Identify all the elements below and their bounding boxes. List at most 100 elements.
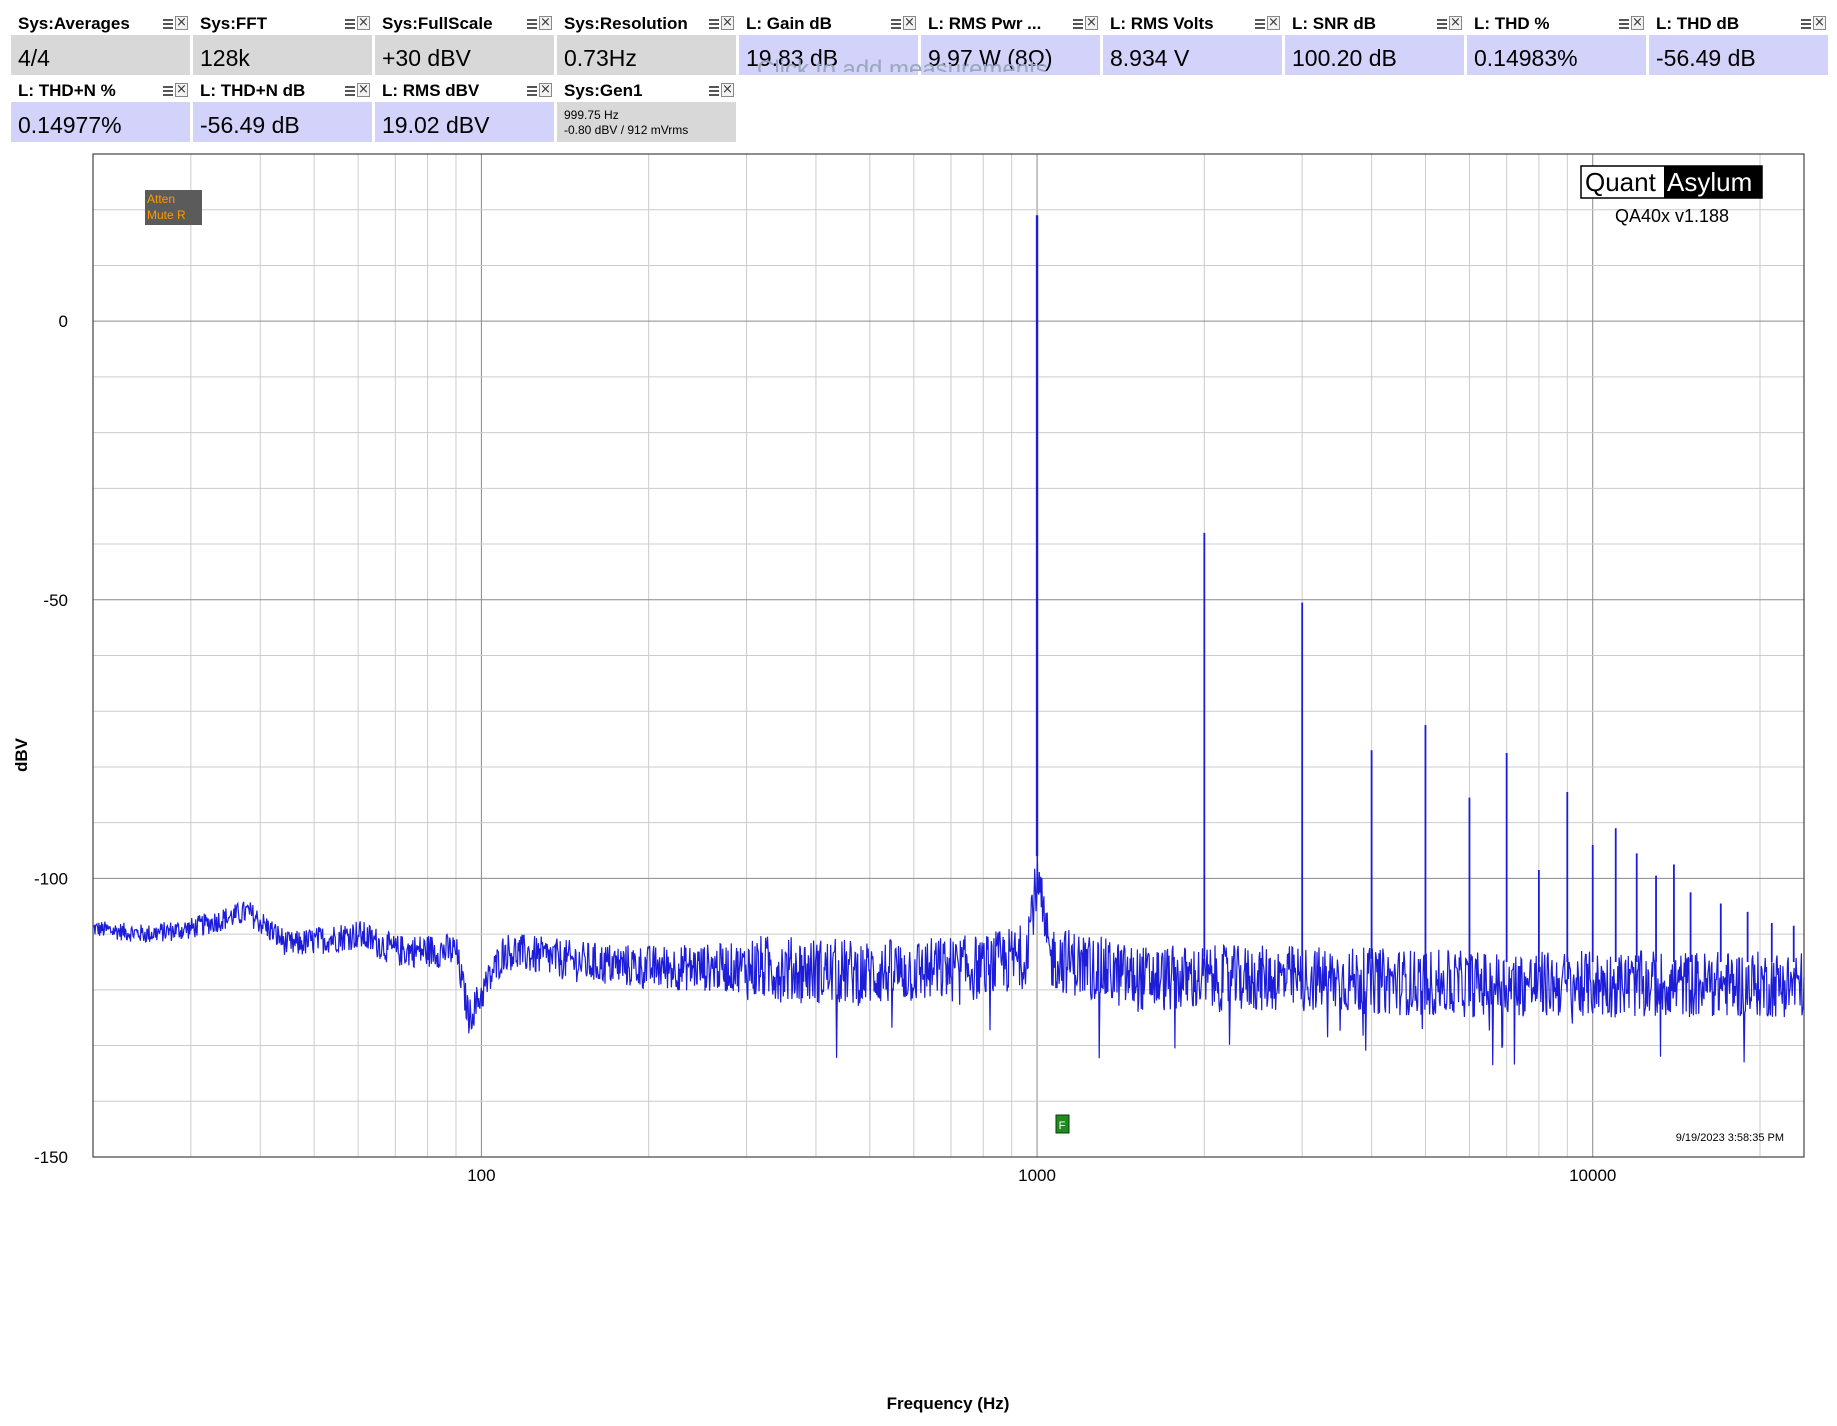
- menu-icon[interactable]: [890, 16, 902, 30]
- tile-title: L: SNR dB: [1292, 14, 1377, 33]
- close-icon[interactable]: ×: [357, 82, 370, 97]
- close-icon[interactable]: ×: [1631, 15, 1644, 30]
- tile-body: 100.20 dB: [1285, 35, 1464, 75]
- tile-controls: ×: [1800, 16, 1826, 30]
- axis-ticks: 0 -50 -100 -150 100 1000 10000: [34, 312, 1616, 1185]
- close-icon[interactable]: ×: [1085, 15, 1098, 30]
- menu-icon[interactable]: [526, 83, 538, 97]
- tile-controls: ×: [708, 16, 734, 30]
- close-icon[interactable]: ×: [357, 15, 370, 30]
- measurement-tile-l-rms-pwr[interactable]: L: RMS Pwr ... × 9.97 W (8Ω): [921, 11, 1100, 75]
- fundamental-marker[interactable]: F: [1055, 1114, 1070, 1134]
- tile-body: 999.75 Hz -0.80 dBV / 912 mVrms: [557, 102, 736, 142]
- menu-icon[interactable]: [1254, 16, 1266, 30]
- measurement-tile-sys-averages[interactable]: Sys:Averages × 4/4: [11, 11, 190, 75]
- measurement-tile-l-thd-n[interactable]: L: THD+N % × 0.14977%: [11, 78, 190, 142]
- tile-body: 9.97 W (8Ω): [921, 35, 1100, 75]
- close-icon[interactable]: ×: [175, 82, 188, 97]
- tile-header: Sys:Resolution ×: [557, 11, 736, 35]
- tile-body: 0.14977%: [11, 102, 190, 142]
- tile-value: -56.49 dB: [1656, 45, 1756, 71]
- menu-icon[interactable]: [162, 83, 174, 97]
- tile-value: 19.83 dB: [746, 45, 839, 71]
- menu-icon[interactable]: [1072, 16, 1084, 30]
- tile-controls: ×: [1618, 16, 1644, 30]
- menu-icon[interactable]: [708, 16, 720, 30]
- tile-title: L: THD+N dB: [200, 81, 306, 100]
- atten-label: Atten: [147, 192, 175, 206]
- measurement-tile-l-thd[interactable]: L: THD % × 0.14983%: [1467, 11, 1646, 75]
- menu-icon[interactable]: [1800, 16, 1812, 30]
- close-icon[interactable]: ×: [1813, 15, 1826, 30]
- x-tick-label: 100: [467, 1166, 495, 1185]
- tile-header: Sys:FFT ×: [193, 11, 372, 35]
- tile-header: L: THD+N dB ×: [193, 78, 372, 102]
- tile-body: 19.83 dB: [739, 35, 918, 75]
- measurement-tile-sys-fullscale[interactable]: Sys:FullScale × +30 dBV: [375, 11, 554, 75]
- tile-body: 19.02 dBV: [375, 102, 554, 142]
- close-icon[interactable]: ×: [721, 15, 734, 30]
- close-icon[interactable]: ×: [1449, 15, 1462, 30]
- close-icon[interactable]: ×: [539, 15, 552, 30]
- marker-label: F: [1059, 1120, 1066, 1132]
- menu-icon[interactable]: [526, 16, 538, 30]
- measurement-tile-sys-gen1[interactable]: Sys:Gen1 × 999.75 Hz -0.80 dBV / 912 mVrms: [557, 78, 736, 142]
- menu-icon[interactable]: [344, 16, 356, 30]
- tile-header: Sys:Gen1 ×: [557, 78, 736, 102]
- tile-body: +30 dBV: [375, 35, 554, 75]
- harmonic-peaks: [1035, 215, 1795, 962]
- tile-controls: ×: [162, 16, 188, 30]
- generator-level: -0.80 dBV / 912 mVrms: [564, 123, 689, 137]
- tile-title: L: THD+N %: [18, 81, 116, 100]
- tile-title: Sys:Resolution: [564, 14, 688, 33]
- menu-icon[interactable]: [708, 83, 720, 97]
- brand-logo: Quant Asylum: [1580, 165, 1763, 199]
- measurement-tile-sys-fft[interactable]: Sys:FFT × 128k: [193, 11, 372, 75]
- tile-header: Sys:FullScale ×: [375, 11, 554, 35]
- close-icon[interactable]: ×: [175, 15, 188, 30]
- close-icon[interactable]: ×: [903, 15, 916, 30]
- tile-controls: ×: [708, 83, 734, 97]
- tile-value: 128k: [200, 45, 250, 71]
- measurement-tile-l-thd-db[interactable]: L: THD dB × -56.49 dB: [1649, 11, 1828, 75]
- menu-icon[interactable]: [1436, 16, 1448, 30]
- y-tick-label: 0: [59, 312, 68, 331]
- measurement-tile-l-thd-n-db[interactable]: L: THD+N dB × -56.49 dB: [193, 78, 372, 142]
- menu-icon[interactable]: [344, 83, 356, 97]
- x-axis-label: Frequency (Hz): [887, 1394, 1010, 1413]
- menu-icon[interactable]: [1618, 16, 1630, 30]
- tile-header: L: THD dB ×: [1649, 11, 1828, 35]
- tile-value: 19.02 dBV: [382, 112, 490, 138]
- tile-value: 8.934 V: [1110, 45, 1190, 71]
- brand-asylum: Asylum: [1667, 167, 1752, 197]
- y-tick-label: -50: [43, 591, 68, 610]
- grid: [92, 153, 1804, 1158]
- tile-body: 8.934 V: [1103, 35, 1282, 75]
- tile-header: L: SNR dB ×: [1285, 11, 1464, 35]
- menu-icon[interactable]: [162, 16, 174, 30]
- measurement-tile-l-rms-dbv[interactable]: L: RMS dBV × 19.02 dBV: [375, 78, 554, 142]
- fft-plot-area: 0 -50 -100 -150 100 1000 10000 dBV Frequency (…: [0, 145, 1837, 1421]
- tile-body: 4/4: [11, 35, 190, 75]
- tile-title: L: RMS dBV: [382, 81, 480, 100]
- tile-title: L: RMS Volts: [1110, 14, 1214, 33]
- brand-quant: Quant: [1585, 167, 1657, 197]
- tile-header: Sys:Averages ×: [11, 11, 190, 35]
- y-tick-label: -100: [34, 869, 68, 888]
- close-icon[interactable]: ×: [721, 82, 734, 97]
- tile-controls: ×: [162, 83, 188, 97]
- close-icon[interactable]: ×: [1267, 15, 1280, 30]
- tile-controls: ×: [526, 83, 552, 97]
- add-measurements-link[interactable]: Click to add measurements: [757, 58, 1048, 72]
- measurement-tile-l-rms-volts[interactable]: L: RMS Volts × 8.934 V: [1103, 11, 1282, 75]
- measurement-tile-sys-resolution[interactable]: Sys:Resolution × 0.73Hz: [557, 11, 736, 75]
- measurement-tile-l-gain-db[interactable]: L: Gain dB × 19.83 dB: [739, 11, 918, 75]
- timestamp: 9/19/2023 3:58:35 PM: [1676, 1132, 1784, 1144]
- mute-label: Mute R: [147, 208, 186, 222]
- y-axis-label: dBV: [12, 737, 31, 772]
- atten-status-box: Atten Mute R: [145, 190, 202, 225]
- close-icon[interactable]: ×: [539, 82, 552, 97]
- tile-controls: ×: [344, 83, 370, 97]
- noise-floor-trace: [92, 848, 1805, 1066]
- measurement-tile-l-snr-db[interactable]: L: SNR dB × 100.20 dB: [1285, 11, 1464, 75]
